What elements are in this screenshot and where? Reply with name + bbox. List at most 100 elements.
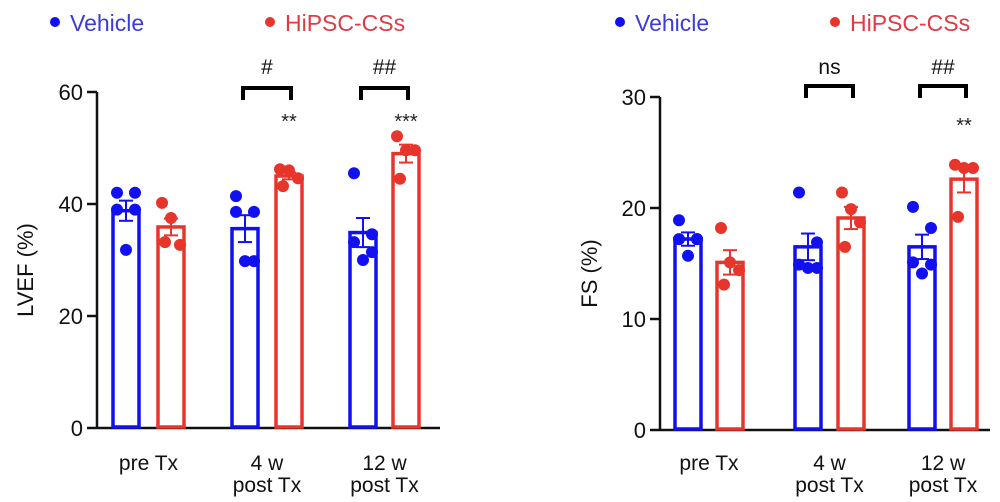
data-point-hipsc (836, 186, 848, 199)
legend-marker-vehicle (615, 17, 625, 27)
data-point-vehicle (230, 190, 242, 203)
y-axis-label: LVEF (%) (13, 223, 38, 317)
data-point-vehicle (907, 256, 919, 269)
y-tick-label: 20 (622, 196, 646, 221)
data-point-vehicle (802, 261, 814, 274)
bar-vehicle (111, 208, 141, 429)
data-point-hipsc (958, 162, 970, 175)
data-point-vehicle (793, 258, 805, 271)
data-point-hipsc (391, 130, 403, 143)
data-point-vehicle (239, 255, 251, 268)
data-point-vehicle (925, 258, 937, 271)
data-point-hipsc (165, 212, 177, 224)
data-point-hipsc (409, 144, 421, 157)
data-point-hipsc (949, 158, 961, 171)
significance-stars: ** (281, 111, 297, 133)
data-point-vehicle (129, 203, 141, 216)
legend-marker-hipsc (265, 17, 275, 27)
data-point-vehicle (366, 228, 378, 241)
data-point-vehicle (907, 200, 919, 213)
data-point-hipsc (394, 172, 406, 185)
data-point-hipsc (839, 240, 851, 253)
bar-vehicle (793, 245, 823, 431)
y-axis-label: FS (%) (577, 239, 602, 307)
significance-bracket (241, 86, 293, 100)
significance-bracket (804, 84, 855, 98)
data-point-vehicle (230, 205, 242, 218)
data-point-hipsc (400, 144, 412, 157)
x-tick-label: post Tx (233, 474, 302, 497)
legend-label-hipsc: HiPSC-CSs (850, 10, 970, 36)
x-tick-label: post Tx (795, 474, 864, 497)
data-point-hipsc (854, 216, 866, 229)
bar-hipsc (391, 151, 421, 429)
data-point-vehicle (811, 236, 823, 249)
x-tick-label: 12 w (921, 452, 966, 475)
data-point-vehicle (673, 214, 685, 227)
y-tick-label: 40 (59, 192, 83, 217)
x-tick-label: 4 w (251, 452, 285, 475)
y-tick-label: 60 (59, 80, 83, 105)
significance-label: ## (373, 56, 397, 79)
data-point-hipsc (952, 210, 964, 223)
data-point-vehicle (111, 203, 123, 216)
x-tick-label: pre Tx (119, 452, 179, 475)
legend-label-vehicle: Vehicle (70, 10, 144, 36)
data-point-hipsc (277, 180, 289, 193)
legend-label-vehicle: Vehicle (635, 10, 709, 36)
legend-marker-hipsc (830, 17, 840, 27)
y-tick-label: 0 (634, 418, 646, 443)
significance-bracket (918, 84, 968, 98)
data-point-hipsc (718, 278, 730, 291)
data-point-vehicle (691, 233, 703, 246)
y-tick-label: 10 (622, 307, 646, 332)
significance-stars: ** (956, 115, 972, 137)
x-tick-label: 4 w (813, 452, 847, 475)
legend-label-hipsc: HiPSC-CSs (285, 10, 405, 36)
data-point-hipsc (292, 172, 304, 185)
data-point-hipsc (274, 163, 286, 176)
data-point-hipsc (715, 221, 727, 234)
data-point-hipsc (283, 164, 295, 177)
data-point-vehicle (673, 233, 685, 246)
legend-marker-vehicle (50, 17, 60, 27)
bar-vehicle (673, 237, 703, 431)
data-point-hipsc (159, 236, 171, 249)
y-tick-label: 30 (622, 85, 646, 110)
data-point-hipsc (156, 196, 168, 209)
significance-label: # (261, 56, 273, 79)
data-point-vehicle (925, 221, 937, 234)
data-point-vehicle (348, 167, 360, 180)
data-point-vehicle (811, 261, 823, 274)
data-point-hipsc (724, 256, 736, 269)
significance-stars: *** (394, 111, 418, 133)
data-point-vehicle (916, 267, 928, 280)
y-tick-label: 20 (59, 304, 83, 329)
data-point-hipsc (967, 162, 979, 175)
x-tick-label: post Tx (909, 474, 978, 497)
chart-lvef: Vehicle HiPSC-CSs 0 20 40 60 LVEF (%) pre Tx 4 w… (13, 10, 440, 497)
data-point-vehicle (248, 255, 260, 268)
significance-label: ## (931, 56, 955, 79)
x-tick-label: 12 w (362, 452, 407, 475)
data-point-vehicle (129, 186, 141, 199)
significance-label: ns (818, 56, 840, 79)
data-point-vehicle (682, 249, 694, 262)
y-tick-label: 0 (71, 416, 83, 441)
data-point-vehicle (348, 236, 360, 249)
bar-hipsc (274, 174, 304, 429)
x-tick-label: pre Tx (679, 452, 739, 475)
significance-bracket (359, 86, 410, 100)
data-point-vehicle (120, 243, 132, 256)
data-point-hipsc (174, 238, 186, 251)
bar-hipsc (156, 225, 186, 429)
data-point-vehicle (793, 186, 805, 199)
data-point-vehicle (111, 186, 123, 199)
data-point-hipsc (733, 264, 745, 277)
data-point-hipsc (845, 203, 857, 216)
data-point-vehicle (366, 246, 378, 259)
x-tick-label: post Tx (350, 474, 419, 497)
data-point-vehicle (248, 205, 260, 218)
